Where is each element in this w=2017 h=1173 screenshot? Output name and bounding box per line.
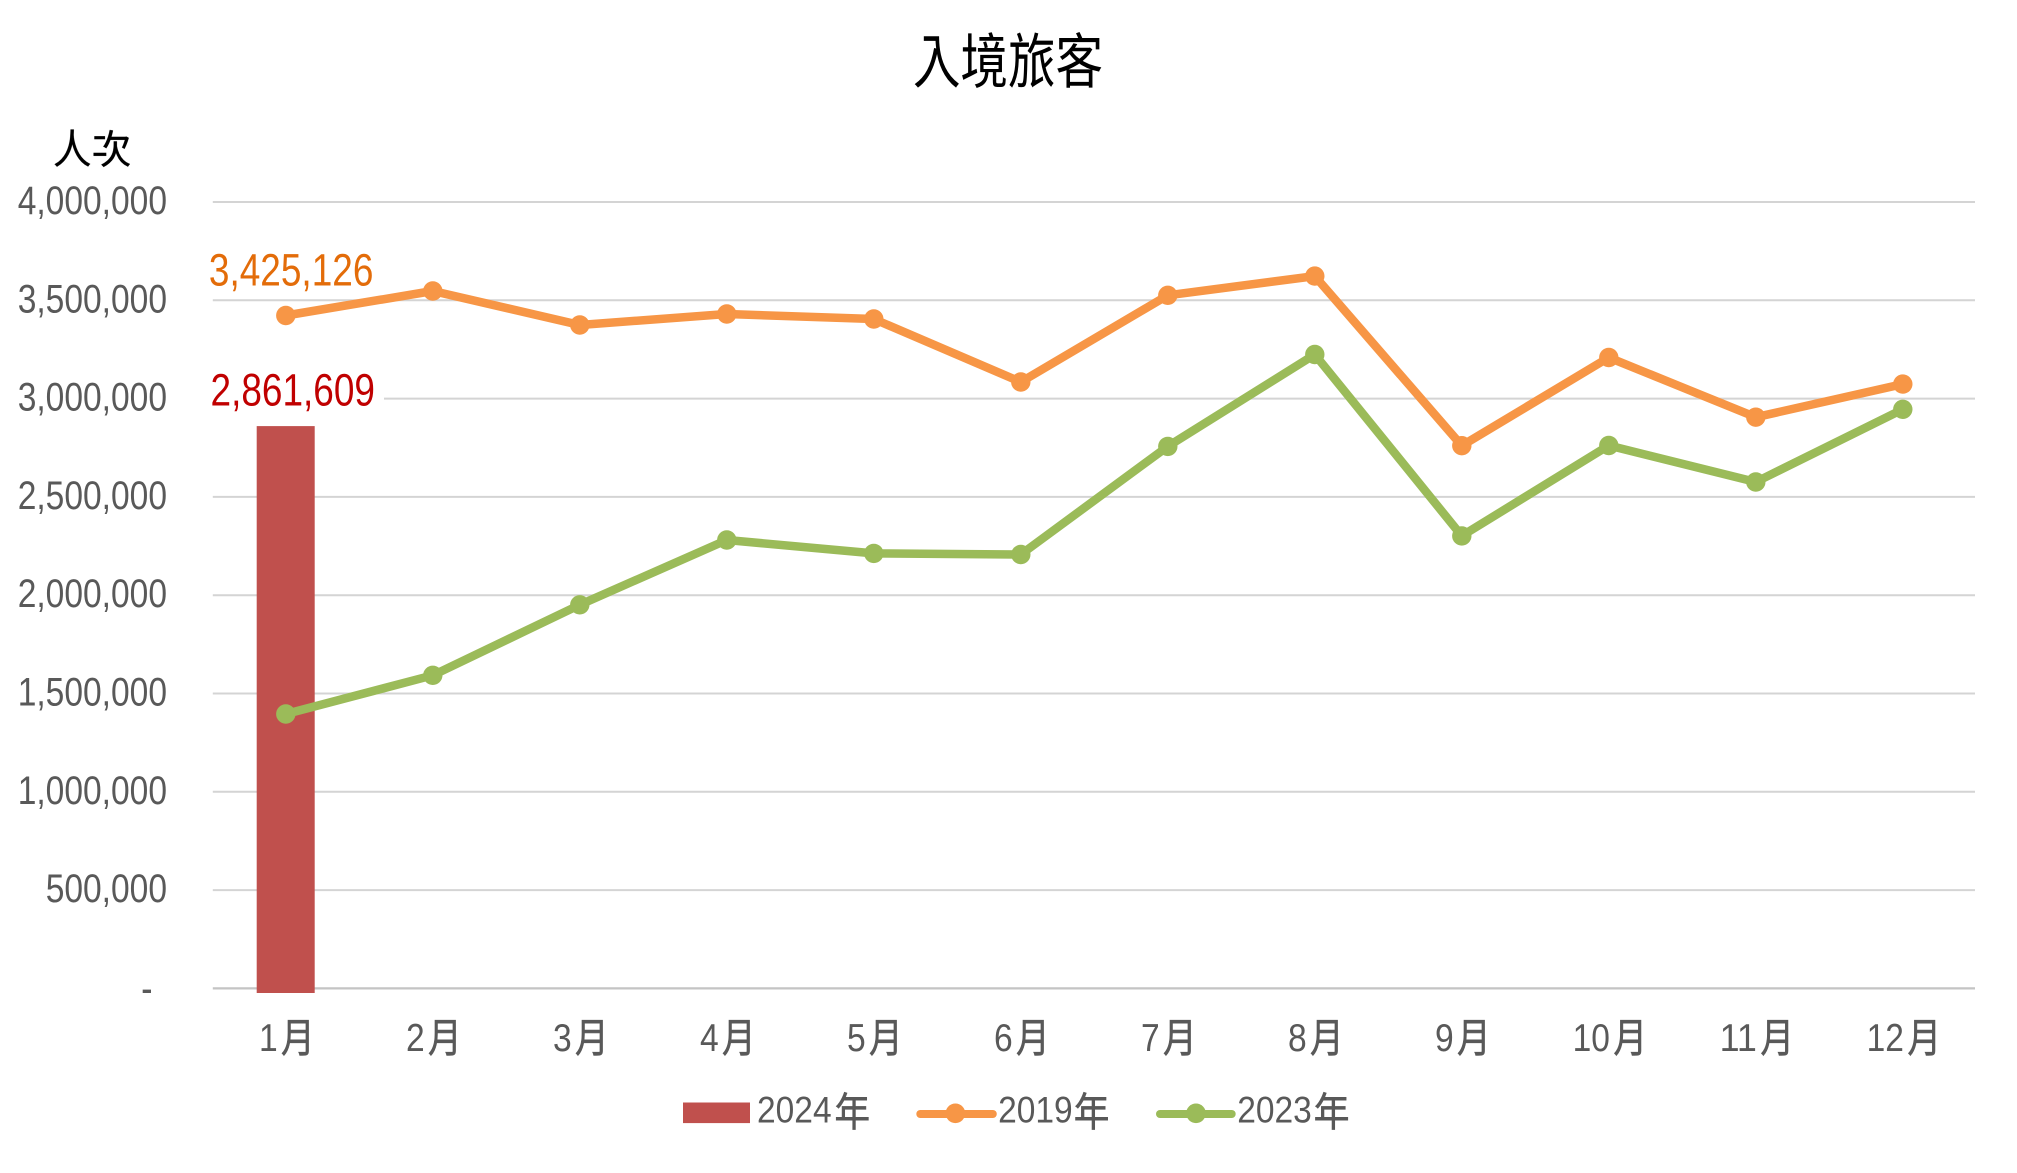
svg-text:1: 1 <box>259 1017 278 1060</box>
svg-text:1,000,000: 1,000,000 <box>18 769 167 813</box>
svg-text:2,861,609: 2,861,609 <box>211 365 376 416</box>
svg-text:2019: 2019 <box>998 1089 1073 1130</box>
svg-text:7: 7 <box>1141 1017 1160 1060</box>
svg-text:6: 6 <box>994 1017 1013 1060</box>
svg-text:3,500,000: 3,500,000 <box>18 277 167 321</box>
svg-text:2023: 2023 <box>1237 1089 1312 1130</box>
svg-text:12: 12 <box>1867 1017 1904 1060</box>
svg-text:3,000,000: 3,000,000 <box>18 376 167 420</box>
svg-text:11: 11 <box>1720 1017 1757 1060</box>
svg-text:2,000,000: 2,000,000 <box>18 572 167 616</box>
svg-text:9: 9 <box>1435 1017 1454 1060</box>
svg-text:3: 3 <box>553 1017 572 1060</box>
svg-text:5: 5 <box>847 1017 866 1060</box>
svg-text:8: 8 <box>1288 1017 1307 1060</box>
svg-text:4: 4 <box>700 1017 719 1060</box>
svg-text:2024: 2024 <box>757 1089 832 1130</box>
svg-text:2: 2 <box>406 1017 425 1060</box>
svg-text:4,000,000: 4,000,000 <box>18 179 167 223</box>
svg-text:10: 10 <box>1573 1017 1610 1060</box>
svg-text:1,500,000: 1,500,000 <box>18 671 167 715</box>
svg-text:2,500,000: 2,500,000 <box>18 474 167 518</box>
svg-text:500,000: 500,000 <box>46 867 167 911</box>
svg-text:3,425,126: 3,425,126 <box>209 245 374 296</box>
